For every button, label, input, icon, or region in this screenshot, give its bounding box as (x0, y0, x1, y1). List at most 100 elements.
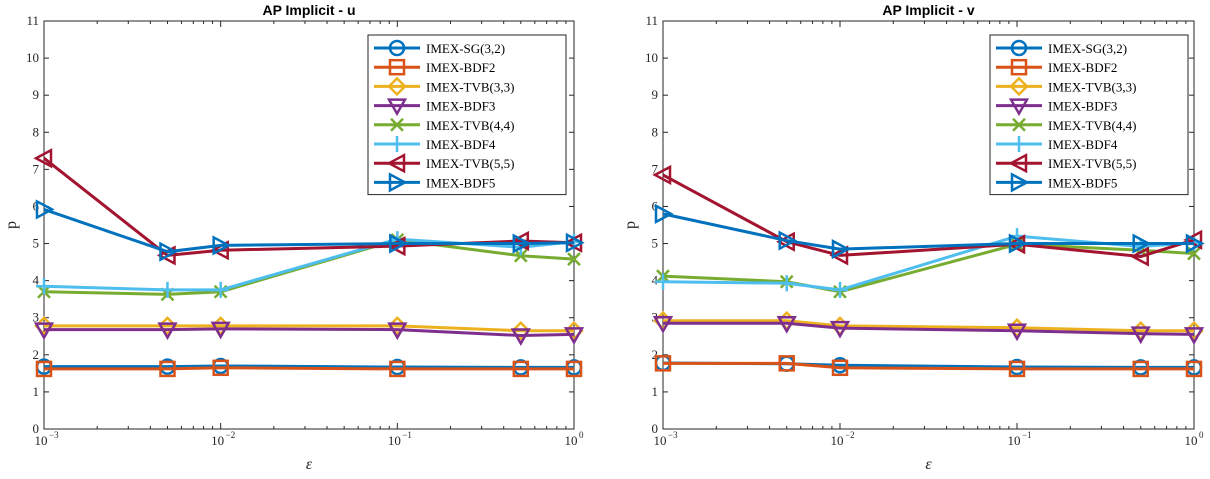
legend-marker (388, 58, 406, 76)
data-point (1185, 360, 1203, 378)
data-point (511, 320, 531, 341)
legend-marker (390, 117, 404, 132)
data-point (1183, 327, 1205, 345)
data-point (778, 355, 795, 372)
legend-marker (1009, 76, 1029, 97)
data-point (212, 235, 232, 256)
data-point (159, 281, 176, 298)
data-point (1130, 326, 1151, 345)
legend-label: IMEX-BDF3 (426, 99, 495, 114)
x-tick-label: 10 (1185, 433, 1198, 448)
data-point (1132, 360, 1149, 378)
legend-label: IMEX-TVB(5,5) (1048, 156, 1136, 171)
data-point (832, 281, 848, 298)
series-line (662, 234, 1195, 292)
data-point (513, 248, 528, 263)
legend-label: IMEX-SG(3,2) (1048, 41, 1127, 56)
series-line (43, 237, 575, 292)
x-axis-label: ε (925, 456, 932, 473)
data-point (157, 322, 178, 341)
legend-label: IMEX-TVB(4,4) (426, 118, 514, 133)
data-point (1130, 246, 1149, 267)
legend-marker (1012, 117, 1026, 132)
y-tick-label: 8 (33, 124, 40, 139)
x-tick-label: 10 (1008, 433, 1021, 448)
y-tick-label: 7 (652, 161, 659, 176)
data-point (512, 360, 530, 378)
x-tick-exponent: −3 (668, 430, 678, 440)
legend-label: IMEX-SG(3,2) (426, 41, 505, 56)
y-tick-label: 9 (33, 87, 40, 102)
legend-marker (386, 153, 406, 174)
x-tick-label: 10 (654, 433, 667, 448)
y-tick-label: 3 (33, 310, 40, 325)
y-tick-label: 1 (652, 384, 659, 399)
x-tick-exponent: −1 (402, 430, 412, 440)
legend-marker (387, 76, 407, 97)
legend-label: IMEX-BDF2 (426, 60, 495, 75)
legend-label: IMEX-BDF4 (1048, 137, 1118, 152)
data-point (210, 321, 231, 340)
data-point (565, 360, 583, 378)
legend-marker (1010, 172, 1030, 193)
series-4 (652, 316, 1205, 345)
data-point (778, 275, 795, 292)
y-tick-label: 2 (652, 347, 659, 362)
data-point (829, 320, 851, 339)
legend-box (989, 34, 1189, 196)
data-point (563, 327, 585, 345)
series-line (663, 361, 1194, 371)
legend-box (367, 34, 567, 196)
data-point (565, 232, 585, 253)
data-point (1008, 360, 1026, 378)
series-2 (654, 355, 1203, 378)
data-point (389, 360, 406, 378)
data-point (654, 355, 672, 372)
series-line (662, 173, 1195, 259)
legend-label: IMEX-BDF3 (1048, 99, 1117, 114)
data-point (35, 360, 53, 378)
y-tick-label: 7 (33, 161, 40, 176)
legend-label: IMEX-BDF4 (426, 137, 496, 152)
legend-label: IMEX-TVB(3,3) (1048, 79, 1136, 94)
x-tick-label: 10 (388, 433, 401, 448)
series-line (662, 242, 1195, 294)
x-tick-label: 10 (565, 433, 578, 448)
legend-marker (1008, 153, 1028, 174)
data-point (36, 278, 52, 295)
x-tick-label: 10 (35, 433, 48, 448)
data-point (33, 148, 53, 169)
legend-marker (388, 172, 408, 193)
data-point (387, 322, 408, 341)
y-tick-label: 0 (652, 421, 659, 436)
data-point (1008, 233, 1028, 254)
data-point (778, 230, 798, 251)
chart-title: AP Implicit - v (882, 2, 975, 18)
y-tick-label: 11 (26, 13, 39, 28)
y-tick-label: 9 (652, 87, 659, 102)
legend-marker (1011, 136, 1027, 152)
data-point (829, 245, 849, 266)
y-tick-label: 5 (33, 236, 40, 251)
data-point (655, 273, 671, 290)
data-point (212, 281, 229, 298)
data-point (652, 316, 674, 334)
series-line (663, 321, 1195, 336)
y-tick-label: 10 (645, 50, 658, 65)
data-point (1132, 233, 1152, 254)
x-tick-exponent: −2 (226, 430, 236, 440)
legend-label: IMEX-TVB(3,3) (426, 79, 514, 94)
data-point (159, 360, 176, 378)
legend-marker (1010, 39, 1028, 57)
x-axis-label: ε (306, 456, 313, 473)
series-line (44, 327, 575, 338)
x-tick-exponent: 0 (1199, 430, 1204, 440)
legend: IMEX-SG(3,2) IMEX-BDF2 IMEX-TVB(3,3) IMEX-B… (989, 34, 1189, 196)
x-tick-exponent: 0 (579, 430, 584, 440)
series-8 (35, 199, 585, 262)
data-point (1006, 323, 1028, 342)
y-tick-label: 5 (652, 236, 659, 251)
